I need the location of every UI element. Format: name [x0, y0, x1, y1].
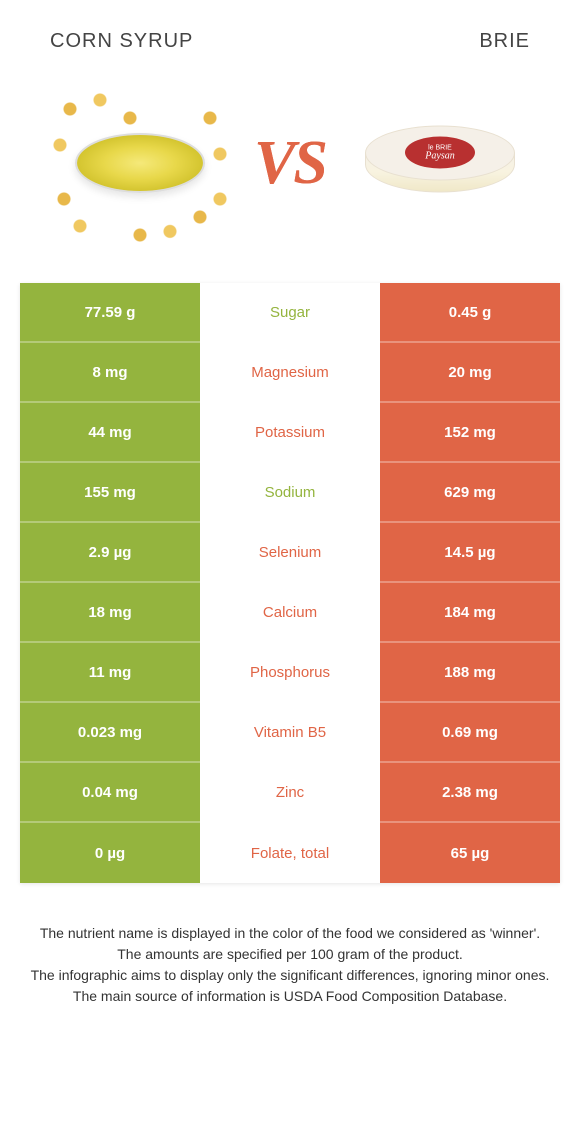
right-value-cell: 0.45 g [380, 283, 560, 343]
table-row: 11 mgPhosphorus188 mg [20, 643, 560, 703]
right-value-cell: 184 mg [380, 583, 560, 643]
footnote-line: The nutrient name is displayed in the co… [30, 923, 550, 944]
table-row: 0.023 mgVitamin B50.69 mg [20, 703, 560, 763]
right-food-title: BRIE [479, 30, 530, 53]
brie-label-line2: Paysan [425, 151, 454, 161]
nutrient-name-cell: Selenium [200, 523, 380, 583]
nutrient-name-cell: Magnesium [200, 343, 380, 403]
left-value-cell: 18 mg [20, 583, 200, 643]
right-value-cell: 0.69 mg [380, 703, 560, 763]
table-row: 2.9 µgSelenium14.5 µg [20, 523, 560, 583]
right-value-cell: 20 mg [380, 343, 560, 403]
table-row: 8 mgMagnesium20 mg [20, 343, 560, 403]
right-value-cell: 14.5 µg [380, 523, 560, 583]
right-food-image: le BRIE Paysan [340, 73, 540, 253]
right-value-cell: 152 mg [380, 403, 560, 463]
left-value-cell: 2.9 µg [20, 523, 200, 583]
nutrient-name-cell: Zinc [200, 763, 380, 823]
nutrient-name-cell: Sugar [200, 283, 380, 343]
left-value-cell: 155 mg [20, 463, 200, 523]
right-value-cell: 65 µg [380, 823, 560, 883]
right-value-cell: 629 mg [380, 463, 560, 523]
table-row: 155 mgSodium629 mg [20, 463, 560, 523]
nutrient-table: 77.59 gSugar0.45 g8 mgMagnesium20 mg44 m… [20, 283, 560, 883]
left-food-image [40, 73, 240, 253]
left-value-cell: 11 mg [20, 643, 200, 703]
brie-illustration: le BRIE Paysan [360, 103, 520, 223]
corn-syrup-illustration [40, 73, 240, 253]
table-row: 77.59 gSugar0.45 g [20, 283, 560, 343]
images-row: VS le BRIE Paysan [0, 63, 580, 283]
nutrient-name-cell: Sodium [200, 463, 380, 523]
left-value-cell: 0.04 mg [20, 763, 200, 823]
header-titles: CORN SYRUP BRIE [0, 0, 580, 63]
footnote-line: The infographic aims to display only the… [30, 965, 550, 986]
nutrient-name-cell: Phosphorus [200, 643, 380, 703]
nutrient-name-cell: Vitamin B5 [200, 703, 380, 763]
right-value-cell: 188 mg [380, 643, 560, 703]
footnote-line: The amounts are specified per 100 gram o… [30, 944, 550, 965]
table-row: 0 µgFolate, total65 µg [20, 823, 560, 883]
left-value-cell: 0.023 mg [20, 703, 200, 763]
table-row: 44 mgPotassium152 mg [20, 403, 560, 463]
vs-label: VS [254, 128, 326, 199]
left-value-cell: 44 mg [20, 403, 200, 463]
left-value-cell: 77.59 g [20, 283, 200, 343]
nutrient-name-cell: Calcium [200, 583, 380, 643]
left-value-cell: 0 µg [20, 823, 200, 883]
table-row: 0.04 mgZinc2.38 mg [20, 763, 560, 823]
nutrient-name-cell: Folate, total [200, 823, 380, 883]
right-value-cell: 2.38 mg [380, 763, 560, 823]
left-food-title: CORN SYRUP [50, 30, 193, 53]
nutrient-name-cell: Potassium [200, 403, 380, 463]
table-row: 18 mgCalcium184 mg [20, 583, 560, 643]
footnotes: The nutrient name is displayed in the co… [0, 883, 580, 1027]
left-value-cell: 8 mg [20, 343, 200, 403]
footnote-line: The main source of information is USDA F… [30, 986, 550, 1007]
